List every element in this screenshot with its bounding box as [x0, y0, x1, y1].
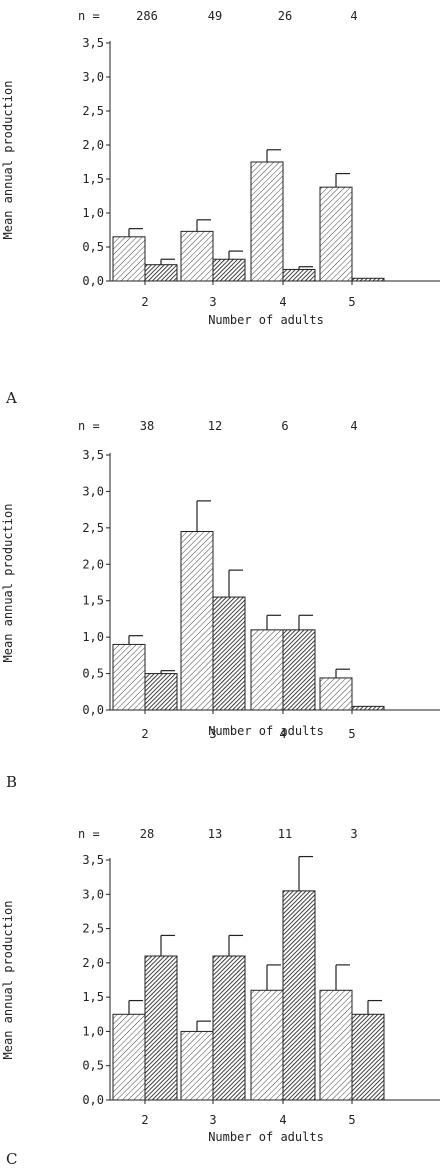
n-value: 26	[278, 9, 292, 23]
y-tick-label: 0,0	[82, 703, 104, 717]
bar	[180, 531, 214, 711]
n-value: 49	[208, 9, 222, 23]
x-tick-label: 5	[348, 295, 355, 309]
n-value: 4	[350, 9, 357, 23]
n-value: 28	[140, 827, 154, 841]
y-tick-label: 3,5	[82, 36, 104, 50]
y-axis-label: Mean annual production	[1, 901, 15, 1060]
bar	[250, 989, 284, 1101]
x-tick-label: 4	[279, 1113, 286, 1127]
n-label: n =	[78, 9, 100, 23]
bar	[144, 264, 178, 282]
bar	[112, 643, 146, 711]
y-tick-label: 2,0	[82, 138, 104, 152]
y-tick-label: 2,5	[82, 104, 104, 118]
y-tick-label: 0,5	[82, 240, 104, 254]
x-tick-label: 2	[141, 727, 148, 741]
y-tick-label: 1,0	[82, 1024, 104, 1038]
bar	[282, 890, 316, 1101]
bar	[351, 1013, 385, 1101]
n-value: 6	[281, 419, 288, 433]
bar	[144, 673, 178, 711]
y-tick-label: 3,0	[82, 887, 104, 901]
x-tick-label: 4	[279, 727, 286, 741]
n-value: 12	[208, 419, 222, 433]
bar	[212, 955, 246, 1101]
x-tick-label: 5	[348, 1113, 355, 1127]
x-tick-label: 5	[348, 727, 355, 741]
bar	[282, 629, 316, 711]
bar	[250, 161, 284, 282]
x-tick-label: 4	[279, 295, 286, 309]
bar	[319, 186, 353, 282]
x-axis-label: Number of adults	[208, 724, 324, 738]
x-tick-label: 2	[141, 1113, 148, 1127]
y-tick-label: 1,5	[82, 594, 104, 608]
n-value: 11	[278, 827, 292, 841]
bar	[282, 268, 316, 282]
y-tick-label: 1,0	[82, 206, 104, 220]
bar	[319, 677, 353, 711]
y-tick-label: 0,0	[82, 274, 104, 288]
x-axis-label: Number of adults	[208, 1130, 324, 1144]
bar	[144, 955, 178, 1101]
y-tick-label: 3,5	[82, 448, 104, 462]
n-value: 3	[350, 827, 357, 841]
y-tick-label: 2,0	[82, 557, 104, 571]
x-tick-label: 2	[141, 295, 148, 309]
x-tick-label: 3	[209, 727, 216, 741]
bar	[212, 258, 246, 282]
x-tick-label: 3	[209, 295, 216, 309]
y-tick-label: 1,5	[82, 990, 104, 1004]
n-value: 286	[136, 9, 158, 23]
y-tick-label: 3,0	[82, 484, 104, 498]
panel-label: C	[6, 1150, 17, 1168]
y-axis-label: Mean annual production	[1, 81, 15, 240]
panel-label: A	[5, 389, 17, 407]
chart-panel-C: 0,0 0,5 1,0 1,5 2,0 2,5 3,0 3,5 Mean annual prod…	[1, 827, 440, 1168]
bar	[112, 236, 146, 282]
n-label: n =	[78, 827, 100, 841]
n-value: 4	[350, 419, 357, 433]
bar	[180, 1030, 214, 1101]
panel-label: B	[6, 773, 17, 791]
bar	[180, 230, 214, 282]
bar	[351, 705, 385, 711]
bar	[212, 596, 246, 711]
y-tick-label: 2,5	[82, 922, 104, 936]
n-value: 13	[208, 827, 222, 841]
bar	[112, 1013, 146, 1101]
bar	[250, 629, 284, 711]
y-tick-label: 2,0	[82, 956, 104, 970]
x-tick-label: 3	[209, 1113, 216, 1127]
y-tick-label: 0,5	[82, 1059, 104, 1073]
y-tick-label: 0,5	[82, 667, 104, 681]
bar	[351, 277, 385, 282]
n-label: n =	[78, 419, 100, 433]
x-axis-label: Number of adults	[208, 313, 324, 327]
y-tick-label: 3,5	[82, 853, 104, 867]
y-axis-label: Mean annual production	[1, 504, 15, 663]
n-value: 38	[140, 419, 154, 433]
y-tick-label: 0,0	[82, 1093, 104, 1107]
y-tick-label: 1,0	[82, 630, 104, 644]
y-tick-label: 1,5	[82, 172, 104, 186]
chart-panel-B: 0,0 0,5 1,0 1,5 2,0 2,5 3,0 3,5 Mean annual prod…	[1, 419, 440, 791]
y-tick-label: 3,0	[82, 70, 104, 84]
bar	[319, 989, 353, 1101]
chart-panel-A: 0,0 0,5 1,0 1,5 2,0 2,5 3,0 3,5 Mean annual prod…	[1, 9, 440, 407]
y-tick-label: 2,5	[82, 521, 104, 535]
